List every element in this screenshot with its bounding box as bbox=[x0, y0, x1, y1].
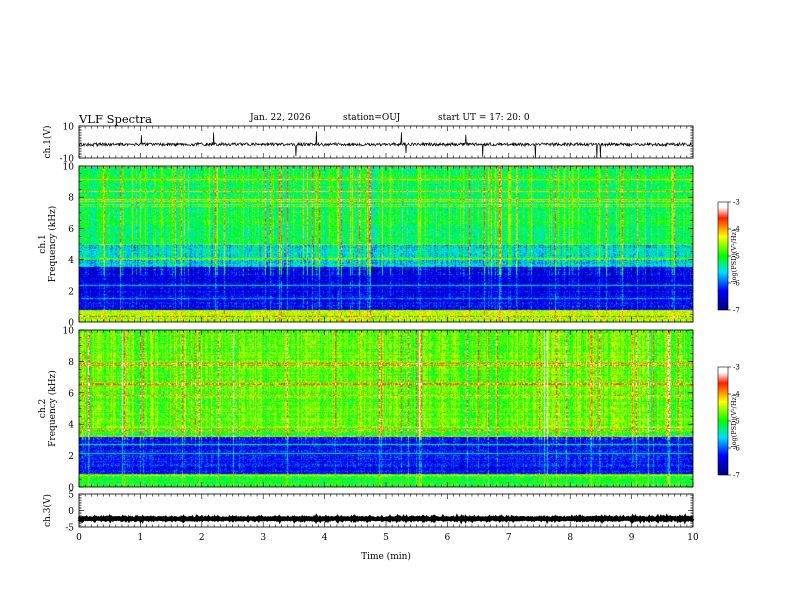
y-tick-label: 0 bbox=[68, 319, 74, 329]
ch2-spectrogram-ylabel: Frequency (kHz) bbox=[47, 370, 58, 447]
ch1-spectrogram-ylabel: ch.1 bbox=[38, 234, 48, 253]
y-tick-label: -10 bbox=[60, 155, 75, 165]
y-tick-label: 4 bbox=[68, 421, 74, 431]
y-tick-label: 4 bbox=[68, 256, 74, 266]
x-tick-label: 5 bbox=[383, 533, 389, 543]
y-tick-label: 0 bbox=[68, 484, 74, 494]
ch3-waveform-ylabel: ch.3(V) bbox=[42, 494, 53, 527]
ch2-spectrogram-colorbar-tick-label: -6 bbox=[733, 445, 740, 453]
y-tick-label: 2 bbox=[68, 287, 74, 297]
x-tick-label: 3 bbox=[260, 533, 266, 543]
ch1-spectrogram-image bbox=[79, 166, 693, 322]
x-tick-label: 8 bbox=[567, 533, 573, 543]
y-tick-label: 10 bbox=[63, 327, 75, 337]
ch3-waveform-series-line bbox=[77, 513, 695, 525]
ch2-spectrogram-image bbox=[79, 330, 693, 487]
ch2-spectrogram-colorbar-tick-label: -7 bbox=[733, 472, 740, 480]
chart-title: VLF Spectra bbox=[79, 112, 153, 126]
y-tick-label: -5 bbox=[65, 524, 74, 534]
x-tick-label: 10 bbox=[687, 533, 699, 543]
ch2-spectrogram-colorbar-label: log(PSD)(V²/Hz) bbox=[730, 394, 738, 447]
ch1-waveform-series-line bbox=[78, 131, 694, 159]
ch1-spectrogram-colorbar-tick-label: -5 bbox=[733, 253, 740, 261]
ch1-waveform-ylabel: ch.1(V) bbox=[42, 126, 53, 159]
x-tick-label: 2 bbox=[199, 533, 205, 543]
ch2-spectrogram-colorbar-tick-label: -4 bbox=[733, 391, 740, 399]
x-tick-label: 4 bbox=[322, 533, 328, 543]
y-tick-label: 8 bbox=[68, 358, 74, 368]
x-tick-label: 9 bbox=[629, 533, 635, 543]
x-tick-label: 1 bbox=[138, 533, 144, 543]
x-tick-label: 0 bbox=[76, 533, 82, 543]
y-tick-label: 6 bbox=[68, 389, 74, 399]
ch1-spectrogram-colorbar-tick-label: -6 bbox=[733, 280, 740, 288]
ch1-spectrogram-colorbar bbox=[717, 201, 729, 311]
ch2-spectrogram-ylabel: ch.2 bbox=[38, 399, 48, 418]
x-axis-label: Time (min) bbox=[361, 551, 411, 562]
ch1-spectrogram-colorbar-label: log(PSD)(V²/Hz) bbox=[730, 229, 738, 282]
ch1-spectrogram-colorbar-tick-label: -7 bbox=[733, 307, 740, 315]
date-label: Jan. 22, 2026 bbox=[250, 113, 311, 123]
y-tick-label: 0 bbox=[68, 507, 74, 517]
ch1-spectrogram-colorbar-tick-label: -4 bbox=[733, 226, 740, 234]
y-tick-label: 5 bbox=[68, 491, 74, 501]
ch2-spectrogram-colorbar bbox=[717, 366, 729, 476]
x-tick-label: 7 bbox=[506, 533, 512, 543]
ch2-spectrogram-colorbar-tick-label: -3 bbox=[733, 364, 740, 372]
ch1-spectrogram-ylabel: Frequency (kHz) bbox=[47, 206, 58, 283]
y-tick-label: 10 bbox=[63, 163, 75, 173]
x-tick-label: 6 bbox=[445, 533, 451, 543]
start-time-label: start UT = 17: 20: 0 bbox=[438, 113, 530, 123]
y-tick-label: 6 bbox=[68, 225, 74, 235]
y-tick-label: 2 bbox=[68, 452, 74, 462]
y-tick-label: 10 bbox=[63, 123, 75, 133]
y-tick-label: 8 bbox=[68, 194, 74, 204]
ch1-spectrogram-colorbar-tick-label: -3 bbox=[733, 199, 740, 207]
station-label: station=OUJ bbox=[343, 113, 401, 123]
ch2-spectrogram-colorbar-tick-label: -5 bbox=[733, 418, 740, 426]
